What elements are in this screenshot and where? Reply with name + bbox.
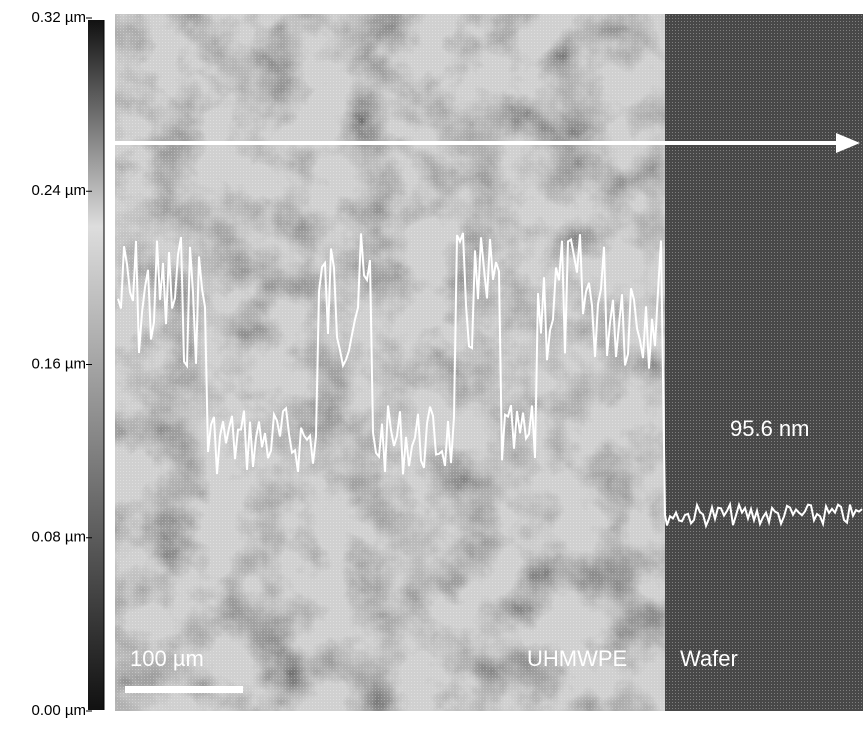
scale-label: 100 µm [130, 646, 204, 671]
texture [665, 14, 863, 711]
scale-label: 0.08 µm [32, 529, 87, 546]
scale-label: 0.32 µm [32, 9, 87, 26]
scale-bar [125, 686, 243, 693]
texture [115, 14, 665, 711]
scale-labels: 0.32 µm 0.24 µm 0.16 µm 0.08 µm 0.00 µm [32, 9, 92, 719]
arrow-head [836, 133, 860, 153]
scale-label: 0.16 µm [32, 355, 87, 372]
material-label: UHMWPE [527, 646, 627, 671]
material-label: Wafer [680, 646, 738, 671]
step-height-label: 95.6 nm [730, 416, 810, 441]
height-profile [117, 232, 863, 529]
scale-label: 0.00 µm [32, 702, 87, 719]
scale-label: 0.24 µm [32, 182, 87, 199]
